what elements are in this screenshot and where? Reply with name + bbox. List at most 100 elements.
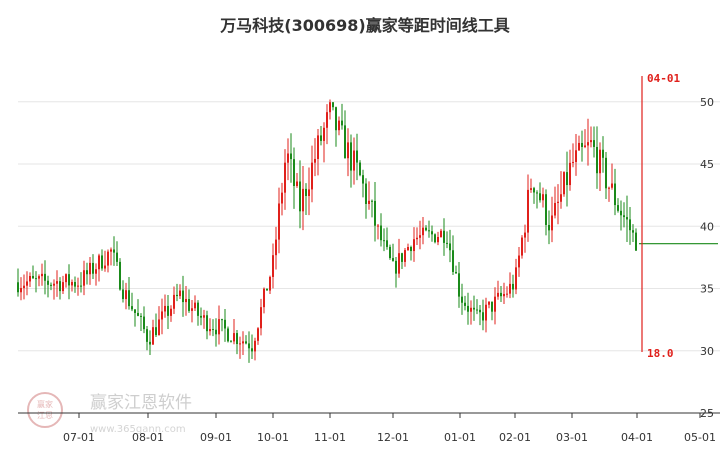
candle-body bbox=[401, 253, 403, 262]
candle-body bbox=[230, 341, 232, 343]
candle-body bbox=[266, 288, 268, 291]
candle-body bbox=[554, 202, 556, 216]
candle-body bbox=[518, 255, 520, 268]
candle-body bbox=[185, 298, 187, 303]
candle-body bbox=[80, 285, 82, 287]
candle-body bbox=[50, 284, 52, 286]
candle-body bbox=[488, 301, 490, 305]
candle-body bbox=[623, 215, 625, 218]
candle-body bbox=[116, 252, 118, 262]
candle-body bbox=[356, 150, 358, 163]
candle-body bbox=[173, 294, 175, 309]
candle-body bbox=[245, 341, 247, 344]
x-tick-label: 02-01 bbox=[499, 431, 531, 444]
candle-body bbox=[365, 183, 367, 204]
candle-body bbox=[572, 161, 574, 163]
candle-body bbox=[65, 274, 67, 283]
candle-body bbox=[146, 329, 148, 342]
candle-body bbox=[143, 316, 145, 330]
candle-body bbox=[407, 246, 409, 251]
candle-body bbox=[320, 135, 322, 141]
candle-body bbox=[296, 181, 298, 186]
candle-body bbox=[71, 281, 73, 286]
candle-body bbox=[251, 348, 253, 352]
candle-body bbox=[77, 285, 79, 287]
candle-body bbox=[242, 341, 244, 344]
candle-body bbox=[308, 189, 310, 196]
candle-body bbox=[389, 246, 391, 259]
candle-body bbox=[101, 255, 103, 269]
candle-body bbox=[350, 142, 352, 171]
candle-body bbox=[227, 328, 229, 342]
candle-body bbox=[176, 294, 178, 297]
candle-body bbox=[482, 312, 484, 321]
x-tick-label: 05-01 bbox=[684, 431, 716, 444]
candle-body bbox=[326, 112, 328, 128]
candle-body bbox=[539, 193, 541, 201]
candle-body bbox=[128, 290, 130, 307]
candle-body bbox=[74, 281, 76, 287]
candle-body bbox=[38, 276, 40, 279]
candle-body bbox=[584, 145, 586, 147]
grid bbox=[18, 101, 720, 414]
candle-body bbox=[515, 267, 517, 290]
candle-body bbox=[446, 242, 448, 244]
candle-body bbox=[614, 183, 616, 206]
candle-body bbox=[428, 230, 430, 232]
candle-body bbox=[275, 239, 277, 256]
candle-body bbox=[575, 150, 577, 162]
candle-body bbox=[95, 269, 97, 274]
candle-body bbox=[113, 249, 115, 253]
candle-body bbox=[167, 305, 169, 316]
watermark-text: 赢家江恩软件 bbox=[90, 393, 192, 413]
candle-body bbox=[497, 292, 499, 297]
candle-body bbox=[587, 142, 589, 146]
candle-body bbox=[47, 280, 49, 285]
candle-body bbox=[44, 273, 46, 281]
candle-body bbox=[107, 251, 109, 266]
candle-body bbox=[377, 225, 379, 227]
candle-body bbox=[536, 192, 538, 194]
candle-body bbox=[302, 188, 304, 212]
candle-body bbox=[170, 308, 172, 316]
candle-body bbox=[410, 246, 412, 252]
candle-body bbox=[278, 203, 280, 240]
candle-body bbox=[35, 278, 37, 280]
candle-body bbox=[419, 235, 421, 238]
candle-body bbox=[260, 307, 262, 329]
candle-body bbox=[386, 240, 388, 247]
candle-body bbox=[263, 288, 265, 308]
candle-body bbox=[470, 307, 472, 312]
candle-body bbox=[368, 200, 370, 204]
candle-body bbox=[248, 343, 250, 349]
candle-body bbox=[206, 315, 208, 332]
candle-body bbox=[440, 230, 442, 238]
watermark-seal-bottom: 江恩 bbox=[37, 411, 53, 420]
candle-body bbox=[23, 285, 25, 289]
candle-body bbox=[86, 270, 88, 275]
candle-body bbox=[290, 153, 292, 160]
candle-body bbox=[89, 262, 91, 275]
candle-body bbox=[449, 243, 451, 251]
candle-body bbox=[137, 312, 139, 316]
candle-body bbox=[605, 157, 607, 189]
candle-body bbox=[452, 250, 454, 272]
candle-body bbox=[152, 327, 154, 345]
candle-body bbox=[512, 283, 514, 290]
candle-body bbox=[557, 201, 559, 203]
candle-body bbox=[458, 273, 460, 297]
candle-body bbox=[473, 307, 475, 310]
candle-body bbox=[62, 282, 64, 292]
x-tick-label: 12-01 bbox=[377, 431, 409, 444]
candle-body bbox=[422, 227, 424, 236]
candle-body bbox=[98, 255, 100, 270]
candle-body bbox=[188, 298, 190, 311]
candle-body bbox=[41, 273, 43, 277]
x-tick-label: 03-01 bbox=[556, 431, 588, 444]
candle-body bbox=[182, 290, 184, 303]
candle-body bbox=[269, 276, 271, 291]
candle-body bbox=[599, 149, 601, 174]
candle-body bbox=[293, 159, 295, 186]
candle-body bbox=[560, 194, 562, 202]
candle-body bbox=[500, 292, 502, 297]
